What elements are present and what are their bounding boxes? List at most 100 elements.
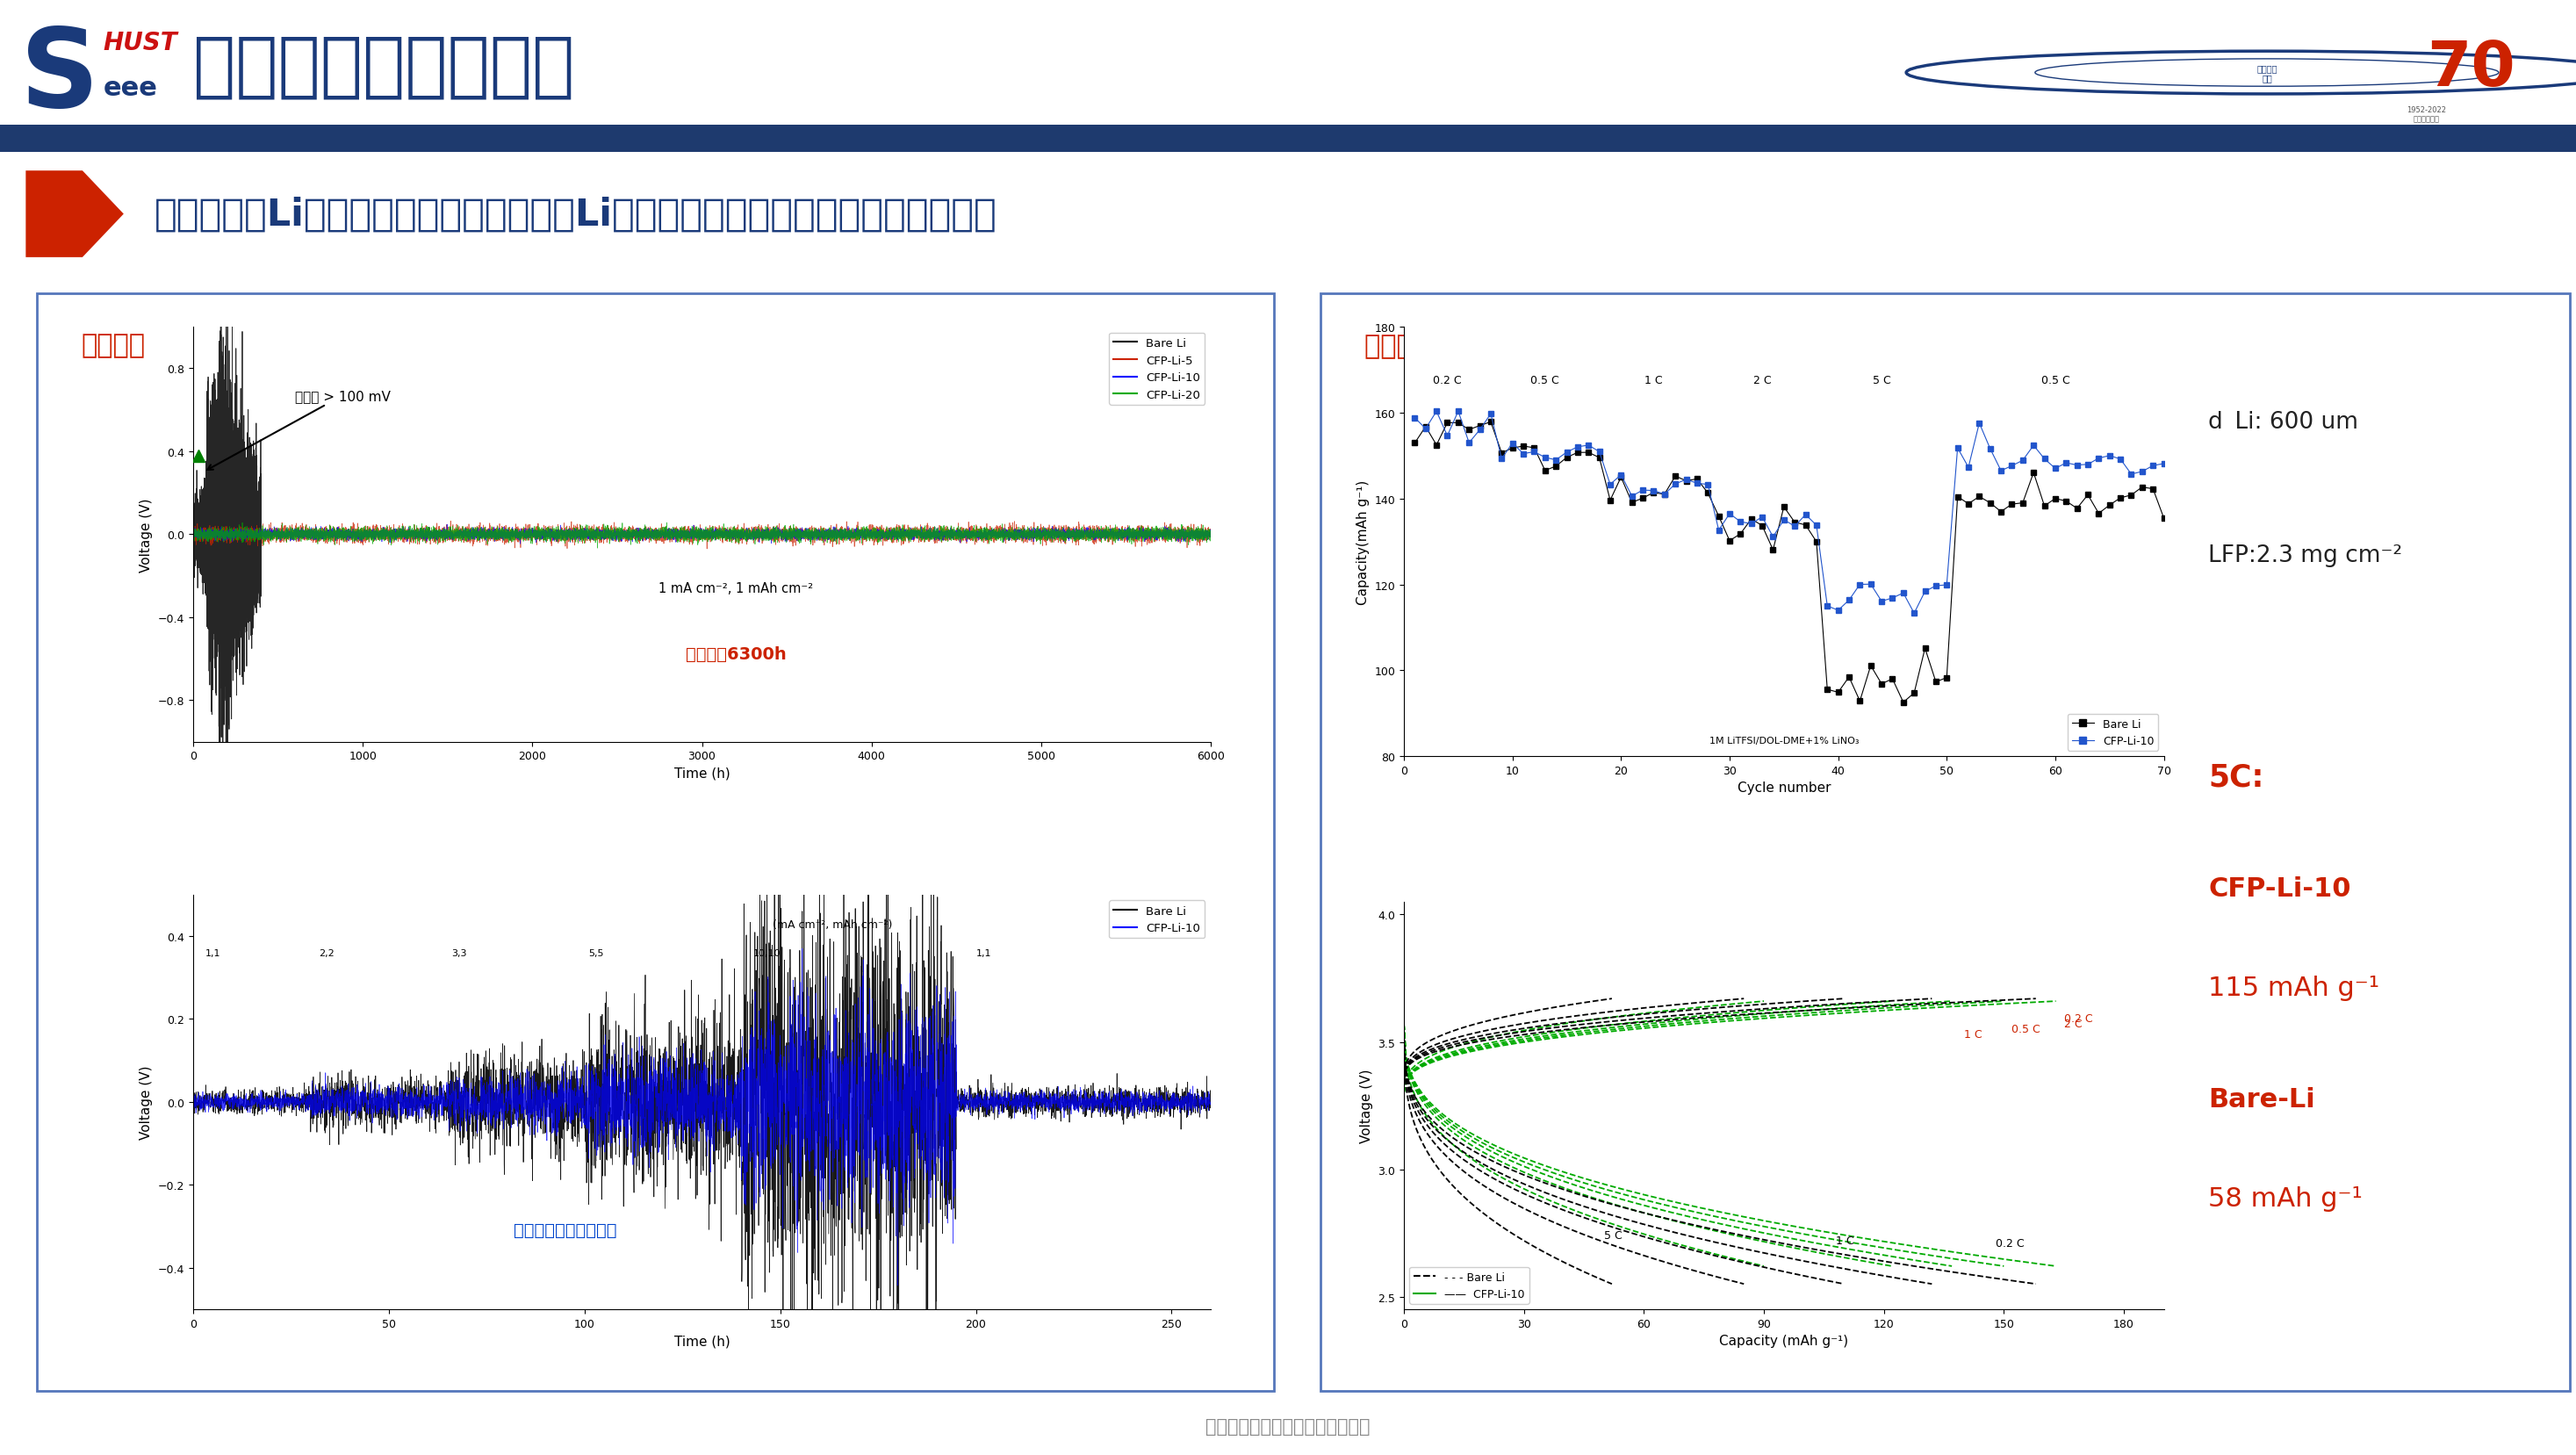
X-axis label: Capacity (mAh g⁻¹): Capacity (mAh g⁻¹) bbox=[1718, 1334, 1850, 1347]
Text: 1952-2022
华中科技大学: 1952-2022 华中科技大学 bbox=[2406, 106, 2447, 124]
Bare Li bbox=[178, 518, 209, 535]
Bare Li bbox=[912, 1375, 943, 1392]
Text: 5C:: 5C: bbox=[2208, 762, 2264, 792]
Text: CFP-Li-10: CFP-Li-10 bbox=[2208, 876, 2352, 901]
Y-axis label: Voltage (V): Voltage (V) bbox=[139, 498, 152, 572]
Text: 0.5 C: 0.5 C bbox=[2012, 1023, 2040, 1035]
Bare Li bbox=[933, 1014, 963, 1032]
Text: 70: 70 bbox=[2427, 38, 2514, 99]
Text: 2,2: 2,2 bbox=[319, 949, 335, 957]
Legend: Bare Li, CFP-Li-10: Bare Li, CFP-Li-10 bbox=[1108, 901, 1206, 938]
CFP-Li-10 bbox=[222, 1094, 252, 1112]
Bare Li bbox=[222, 1106, 252, 1123]
FancyBboxPatch shape bbox=[1319, 294, 2571, 1391]
Bare Li bbox=[245, 575, 276, 592]
X-axis label: Cycle number: Cycle number bbox=[1736, 781, 1832, 794]
CFP-Li-5 bbox=[453, 524, 484, 541]
Legend: - - - Bare Li, ——  CFP-Li-10: - - - Bare Li, —— CFP-Li-10 bbox=[1409, 1267, 1530, 1304]
Bare Li bbox=[1476, 413, 1507, 431]
Bare Li bbox=[1507, 438, 1538, 455]
CFP-Li-5 bbox=[178, 530, 209, 547]
Text: 10,10: 10,10 bbox=[752, 949, 781, 957]
CFP-Li-20 bbox=[739, 528, 770, 546]
Text: 5 C: 5 C bbox=[1605, 1229, 1623, 1241]
Legend: Bare Li, CFP-Li-10: Bare Li, CFP-Li-10 bbox=[2069, 714, 2159, 751]
Polygon shape bbox=[26, 172, 124, 258]
CFP-Li-10 bbox=[178, 524, 209, 541]
Text: 2 C: 2 C bbox=[1754, 374, 1772, 386]
Y-axis label: Voltage (V): Voltage (V) bbox=[1360, 1069, 1373, 1142]
Line: CFP-Li-20: CFP-Li-20 bbox=[193, 524, 1262, 549]
CFP-Li-10 bbox=[933, 1062, 963, 1080]
X-axis label: Time (h): Time (h) bbox=[675, 767, 729, 780]
CFP-Li-5 bbox=[739, 522, 770, 540]
Line: Bare Li: Bare Li bbox=[1412, 419, 2166, 706]
Bare Li bbox=[1584, 450, 1615, 467]
Text: 1 mA cm⁻², 1 mAh cm⁻²: 1 mA cm⁻², 1 mAh cm⁻² bbox=[659, 582, 814, 595]
CFP-Li-20 bbox=[1247, 525, 1278, 543]
Bare Li bbox=[224, 1104, 255, 1122]
Bare Li bbox=[572, 1125, 603, 1142]
Text: 1,1: 1,1 bbox=[206, 949, 222, 957]
Text: 5,5: 5,5 bbox=[587, 949, 603, 957]
Line: CFP-Li-10: CFP-Li-10 bbox=[193, 949, 1211, 1286]
Text: S: S bbox=[21, 23, 100, 129]
Bare Li bbox=[206, 611, 237, 629]
CFP-Li-20 bbox=[827, 528, 858, 546]
Bare Li bbox=[240, 530, 270, 547]
Bare Li bbox=[1177, 1093, 1208, 1110]
Bare Li bbox=[178, 1093, 209, 1110]
Bare Li bbox=[206, 214, 237, 231]
Y-axis label: Capacity(mAh g⁻¹): Capacity(mAh g⁻¹) bbox=[1358, 480, 1370, 604]
Bare Li bbox=[2148, 509, 2179, 527]
Text: 全电池  Li/LFP: 全电池 Li/LFP bbox=[1365, 332, 1522, 358]
Bare Li bbox=[1399, 435, 1430, 453]
CFP-Li-5 bbox=[234, 528, 265, 546]
FancyBboxPatch shape bbox=[36, 294, 1275, 1391]
CFP-Li-10 bbox=[1584, 444, 1615, 461]
CFP-Li-10 bbox=[1195, 1094, 1226, 1112]
Line: Bare Li: Bare Li bbox=[193, 730, 1211, 1384]
CFP-Li-20 bbox=[234, 528, 265, 546]
Y-axis label: Voltage (V): Voltage (V) bbox=[139, 1065, 152, 1139]
Text: 5 C: 5 C bbox=[1873, 374, 1891, 386]
CFP-Li-20 bbox=[582, 540, 613, 557]
Text: LFP:2.3 mg cm⁻²: LFP:2.3 mg cm⁻² bbox=[2208, 544, 2403, 567]
Bare Li bbox=[1638, 485, 1669, 502]
Text: 3,3: 3,3 bbox=[451, 949, 466, 957]
Text: 对称电池: 对称电池 bbox=[80, 332, 144, 358]
CFP-Li-10 bbox=[1638, 482, 1669, 499]
Bare Li bbox=[211, 426, 242, 444]
CFP-Li-5 bbox=[1247, 524, 1278, 541]
CFP-Li-10 bbox=[739, 524, 770, 541]
Bare Li bbox=[917, 722, 948, 739]
CFP-Li-10 bbox=[178, 1093, 209, 1110]
Bare Li bbox=[204, 818, 234, 835]
CFP-Li-5 bbox=[724, 525, 755, 543]
Text: 58 mAh g⁻¹: 58 mAh g⁻¹ bbox=[2208, 1186, 2362, 1212]
Text: 115 mAh g⁻¹: 115 mAh g⁻¹ bbox=[2208, 975, 2380, 1001]
Line: Bare Li: Bare Li bbox=[193, 223, 260, 826]
Bare Li bbox=[1726, 525, 1757, 543]
Text: 1,1: 1,1 bbox=[976, 949, 992, 957]
CFP-Li-10 bbox=[1177, 1101, 1208, 1119]
CFP-Li-10 bbox=[724, 528, 755, 546]
Bar bbox=[0, 125, 2576, 153]
Text: 1M LiTFSI/DOL-DME+1% LiNO₃: 1M LiTFSI/DOL-DME+1% LiNO₃ bbox=[1708, 736, 1860, 745]
Line: CFP-Li-5: CFP-Li-5 bbox=[193, 518, 1262, 550]
Bare Li bbox=[1888, 694, 1919, 711]
CFP-Li-10 bbox=[2061, 457, 2092, 474]
Bare Li bbox=[878, 1133, 909, 1151]
CFP-Li-5 bbox=[690, 541, 721, 559]
Text: 0.5 C: 0.5 C bbox=[1530, 374, 1558, 386]
CFP-Li-10 bbox=[1247, 525, 1278, 543]
CFP-Li-10 bbox=[1824, 602, 1855, 620]
Text: 中国电工技术学会新媒体平台发布: 中国电工技术学会新媒体平台发布 bbox=[1206, 1417, 1370, 1435]
Bare Li bbox=[1195, 1094, 1226, 1112]
Text: 2 C: 2 C bbox=[2063, 1018, 2081, 1030]
CFP-Li-10 bbox=[878, 1125, 909, 1142]
CFP-Li-10 bbox=[505, 535, 536, 553]
CFP-Li-10 bbox=[786, 940, 817, 957]
Text: eee: eee bbox=[103, 76, 157, 102]
X-axis label: Time (h): Time (h) bbox=[675, 1334, 729, 1347]
